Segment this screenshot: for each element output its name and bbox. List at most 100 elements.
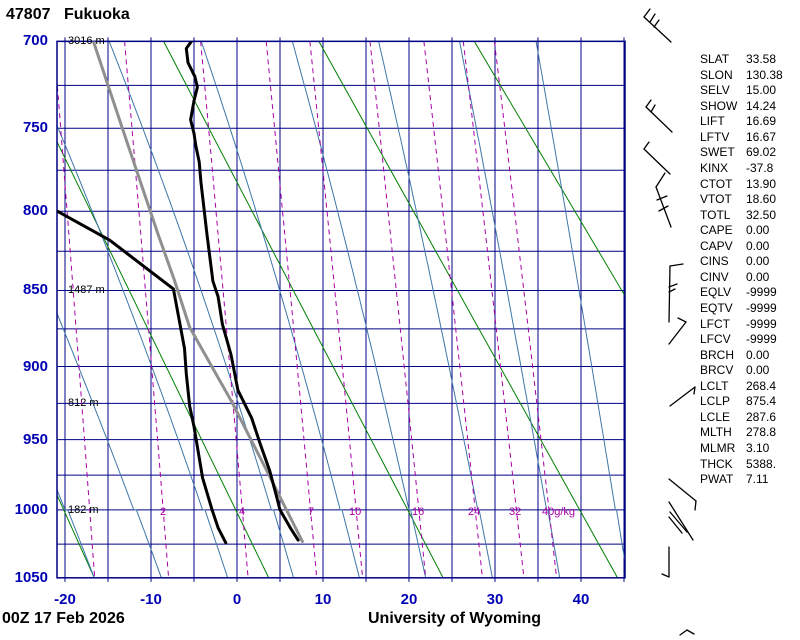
- stat-key-lclp: LCLP: [700, 394, 731, 409]
- mixing-ratio-label-10: 10: [349, 506, 362, 518]
- stat-value-capv: 0.00: [746, 238, 770, 253]
- barb-11: [679, 629, 695, 636]
- mixing-ratio-lines: [57, 41, 558, 578]
- moist-adiabats: [57, 41, 625, 578]
- stat-key-cape: CAPE: [700, 223, 733, 238]
- temp-label-40: 40: [572, 591, 590, 608]
- stat-value-lclt: 268.4: [746, 378, 777, 393]
- stat-key-lcle: LCLE: [700, 409, 731, 424]
- stat-key-cins: CINS: [700, 254, 729, 269]
- temp-label-20: 20: [400, 591, 418, 608]
- stat-key-slat: SLAT: [700, 52, 730, 66]
- stat-key-mlmr: MLMR: [700, 441, 736, 455]
- height-label-850: 1487 m: [68, 284, 105, 296]
- stat-value-ctot: 13.90: [746, 176, 777, 191]
- pressure-label-700: 700: [22, 32, 48, 49]
- stat-key-lfct: LFCT: [700, 316, 730, 331]
- barb-7: [669, 386, 696, 407]
- height-label-700: 3016 m: [68, 35, 105, 47]
- stat-value-cinv: 0.00: [746, 269, 770, 284]
- stat-value-eqtv: -9999: [746, 301, 777, 315]
- sounding-traces: [57, 41, 304, 545]
- stat-value-thck: 5388.: [746, 456, 777, 471]
- barb-1: [643, 8, 672, 43]
- stat-key-lftv: LFTV: [700, 129, 730, 144]
- stat-key-cinv: CINV: [700, 269, 729, 284]
- stat-value-slat: 33.58: [746, 52, 777, 66]
- stat-key-vtot: VTOT: [700, 192, 732, 206]
- stat-value-cape: 0.00: [746, 223, 770, 238]
- stat-value-show: 14.24: [746, 98, 777, 113]
- dewpoint-trace: [57, 209, 228, 545]
- sounding-datetime: 00Z 17 Feb 2026: [2, 610, 125, 627]
- mixing-ratio-label-24: 24: [468, 506, 481, 518]
- temp-label--20: -20: [54, 591, 76, 608]
- stat-value-brch: 0.00: [746, 347, 770, 362]
- mixing-ratio-label-32: 32: [509, 506, 522, 518]
- stat-key-mlth: MLTH: [700, 425, 732, 440]
- parcel-trace: [91, 41, 304, 543]
- stat-key-show: SHOW: [700, 98, 738, 113]
- stat-value-lift: 16.69: [746, 114, 777, 129]
- barb-9: [668, 501, 694, 541]
- plot-border: [56, 37, 626, 582]
- mixing-ratio-label-16: 16: [412, 506, 425, 518]
- stat-value-vtot: 18.60: [746, 192, 777, 206]
- stat-key-lclt: LCLT: [700, 378, 729, 393]
- stat-value-lclp: 875.4: [746, 394, 777, 409]
- stat-key-brcv: BRCV: [700, 363, 734, 378]
- barb-5: [668, 263, 684, 323]
- stat-value-eqlv: -9999: [746, 285, 777, 300]
- stat-value-brcv: 0.00: [746, 363, 770, 378]
- height-label-925: 812 m: [68, 397, 99, 409]
- stat-key-lift: LIFT: [700, 114, 725, 129]
- pressure-label-900: 900: [22, 358, 48, 375]
- height-label-1000: 182 m: [68, 504, 99, 516]
- credit-text: University of Wyoming: [368, 610, 542, 627]
- mixing-ratio-label-2: 2: [160, 506, 167, 518]
- mixing-ratio-label-40: 40g/kg: [542, 506, 576, 518]
- stat-key-brch: BRCH: [700, 347, 735, 362]
- temperature-trace: [184, 41, 300, 542]
- station-name: Fukuoka: [64, 6, 130, 23]
- temp-label--10: -10: [140, 591, 162, 608]
- stat-value-swet: 69.02: [746, 145, 777, 160]
- barb-6: [668, 317, 687, 345]
- stat-key-ctot: CTOT: [700, 176, 733, 191]
- pressure-label-1000: 1000: [14, 501, 48, 518]
- barb-8: [668, 478, 697, 511]
- pressure-label-750: 750: [22, 119, 48, 136]
- stat-key-thck: THCK: [700, 456, 733, 471]
- pressure-label-950: 950: [22, 431, 48, 448]
- isobar-isotherm-grid: [57, 40, 625, 579]
- stat-value-cins: 0.00: [746, 254, 770, 269]
- stat-key-kinx: KINX: [700, 160, 729, 175]
- stat-value-pwat: 7.11: [746, 472, 769, 487]
- stat-value-slon: 130.38: [746, 67, 783, 82]
- stat-key-pwat: PWAT: [700, 472, 734, 487]
- stat-key-swet: SWET: [700, 145, 735, 160]
- pressure-label-850: 850: [22, 281, 48, 298]
- barb-2: [645, 99, 673, 133]
- stat-key-slon: SLON: [700, 67, 733, 82]
- stat-key-totl: TOTL: [700, 207, 731, 222]
- stat-value-kinx: -37.8: [746, 160, 774, 175]
- stat-value-mlth: 278.8: [746, 425, 777, 440]
- stat-value-totl: 32.50: [746, 207, 777, 222]
- stat-value-lfcv: -9999: [746, 332, 777, 347]
- stat-value-mlmr: 3.10: [746, 441, 770, 455]
- temp-label-10: 10: [314, 591, 332, 608]
- pressure-label-800: 800: [22, 202, 48, 219]
- wind-barbs: [643, 8, 697, 636]
- station-id: 47807: [6, 6, 51, 23]
- barb-3: [643, 141, 671, 175]
- stat-value-lfct: -9999: [746, 316, 777, 331]
- pressure-label-1050: 1050: [14, 569, 48, 586]
- stat-value-lcle: 287.6: [746, 409, 777, 424]
- stat-value-lftv: 16.67: [746, 129, 777, 144]
- mixing-ratio-label-4: 4: [239, 506, 246, 518]
- temp-label-30: 30: [486, 591, 504, 608]
- stat-key-eqlv: EQLV: [700, 285, 732, 300]
